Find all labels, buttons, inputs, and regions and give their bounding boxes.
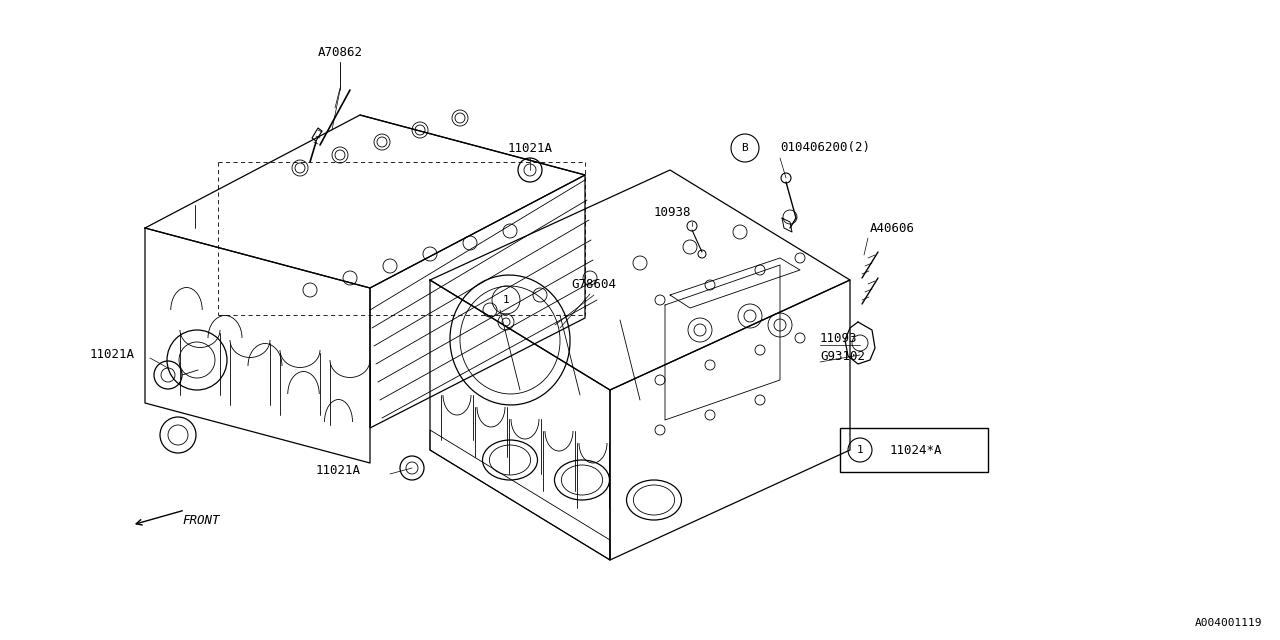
Text: FRONT: FRONT xyxy=(182,513,219,527)
Text: 10938: 10938 xyxy=(653,205,691,218)
Text: 1: 1 xyxy=(503,295,509,305)
Text: 1: 1 xyxy=(856,445,864,455)
Text: 11021A: 11021A xyxy=(507,141,553,154)
Text: B: B xyxy=(741,143,749,153)
Text: A40606: A40606 xyxy=(870,221,915,234)
Text: A004001119: A004001119 xyxy=(1194,618,1262,628)
Text: G93102: G93102 xyxy=(820,349,865,362)
Text: 11024*A: 11024*A xyxy=(890,444,942,456)
Text: G78604: G78604 xyxy=(571,278,617,291)
Bar xyxy=(840,428,988,472)
Text: 010406200(2): 010406200(2) xyxy=(780,141,870,154)
Text: A70862: A70862 xyxy=(317,45,362,58)
Text: 11021A: 11021A xyxy=(90,349,134,362)
Text: 11093: 11093 xyxy=(820,332,858,344)
Text: 11021A: 11021A xyxy=(315,463,361,477)
